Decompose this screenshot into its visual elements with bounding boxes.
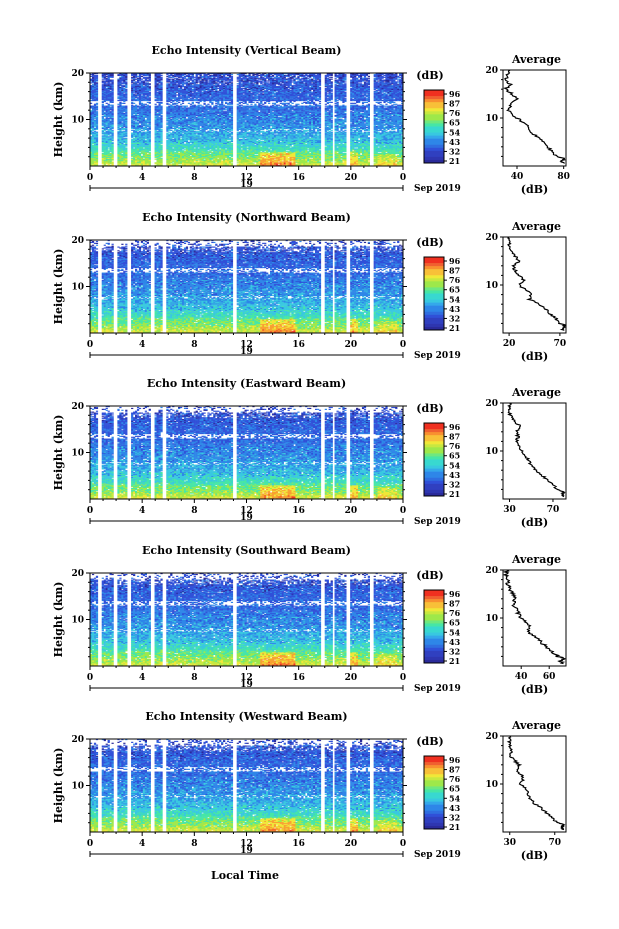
heatmap-cell	[254, 164, 256, 165]
heatmap-cell	[268, 162, 270, 163]
heatmap-cell	[252, 163, 254, 164]
heatmap-cell	[237, 164, 239, 165]
heatmap-cell	[170, 164, 172, 165]
heatmap-cell	[307, 162, 309, 163]
panel-title: Echo Intensity (Vertical Beam)	[151, 44, 341, 57]
heatmap-cell	[290, 162, 292, 163]
heatmap-cell	[172, 163, 174, 164]
heatmap-cell	[295, 164, 297, 165]
heatmap-cell	[395, 163, 397, 164]
heatmap-cell	[278, 162, 280, 163]
heatmap-cell	[155, 162, 157, 163]
heatmap-cell	[374, 163, 376, 164]
heatmap-cells	[90, 73, 403, 166]
heatmap-cell	[194, 162, 196, 163]
heatmap-cell	[291, 162, 293, 163]
heatmap-cell	[215, 163, 217, 164]
figure: Local Time Echo Intensity (Vertical Beam…	[0, 0, 619, 929]
heatmap-cell	[231, 163, 233, 164]
heatmap-cell	[237, 162, 239, 163]
x-axis-label: Local Time	[211, 869, 279, 882]
panel-1: Echo Intensity (Vertical Beam)1020Height…	[52, 44, 570, 196]
